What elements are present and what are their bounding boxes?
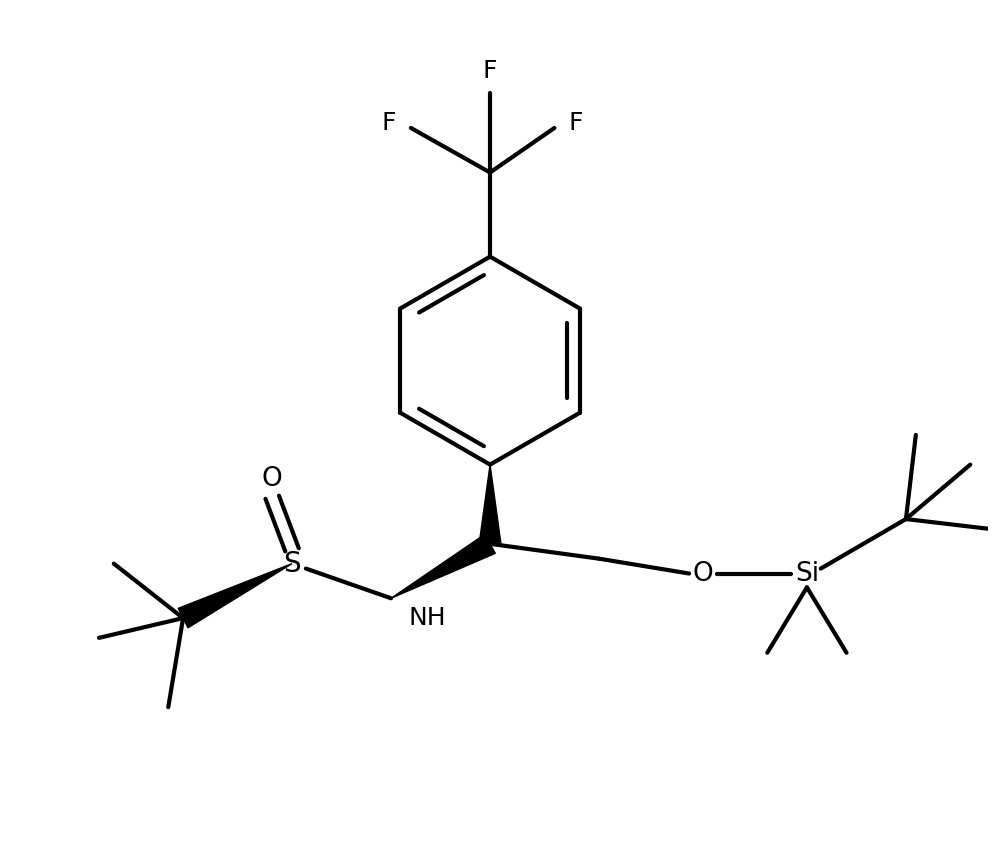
Text: F: F [569,111,584,135]
Polygon shape [480,465,500,544]
Text: O: O [692,561,713,587]
Polygon shape [178,564,292,628]
Text: O: O [262,466,283,493]
Text: NH: NH [409,606,447,630]
Polygon shape [391,534,496,599]
Text: Si: Si [794,561,819,587]
Text: F: F [483,59,497,83]
Text: S: S [283,550,301,577]
Text: F: F [382,111,396,135]
